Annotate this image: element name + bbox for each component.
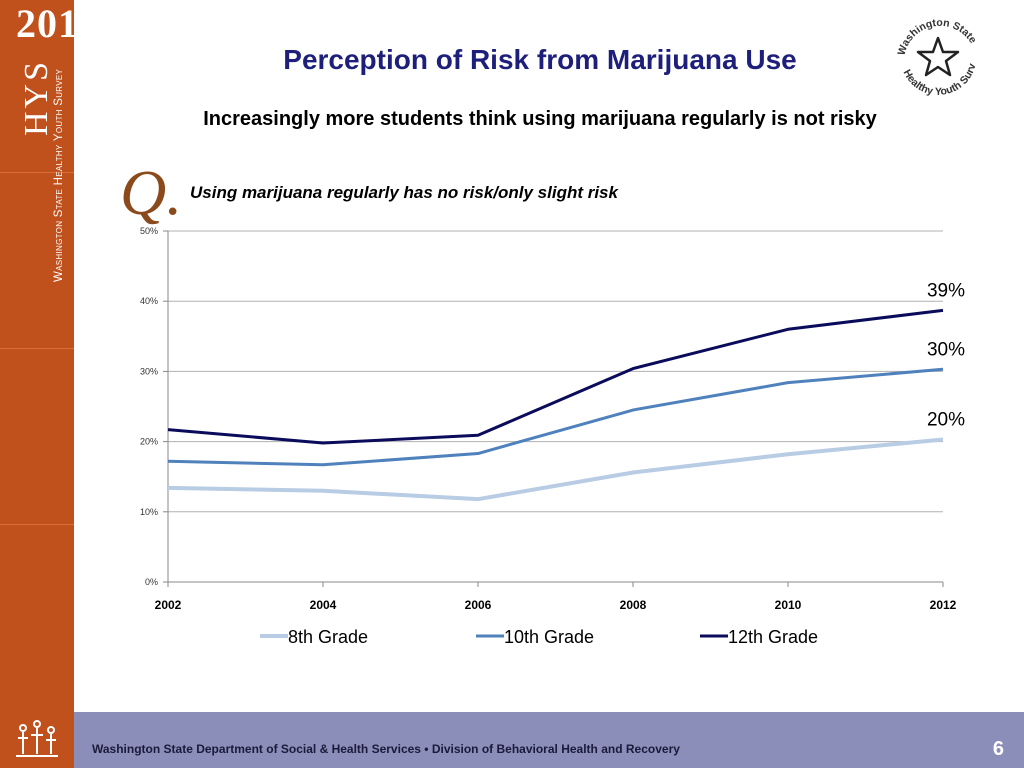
y-tick-label: 10% bbox=[140, 507, 158, 517]
survey-question: Using marijuana regularly has no risk/on… bbox=[190, 183, 618, 202]
footer-logo-block bbox=[0, 712, 74, 768]
series-line-3 bbox=[167, 308, 944, 445]
logo-text-top: Washington State bbox=[896, 17, 979, 57]
sidebar: 2012 HYS Washington State Healthy Youth … bbox=[0, 0, 99, 713]
legend-label: 10th Grade bbox=[504, 627, 594, 647]
sidebar-survey-name: Washington State Healthy Youth Survey bbox=[53, 68, 65, 282]
svg-text:Washington State: Washington State bbox=[896, 17, 979, 57]
line-chart: 0% 10% 20% 30% 40% 50% 2002 2004 2006 2008 2010 201… bbox=[140, 226, 965, 647]
data-label: 20% bbox=[927, 409, 965, 430]
page-number: 6 bbox=[992, 738, 1004, 760]
y-tick-label: 0% bbox=[145, 577, 158, 587]
x-tick-label: 2012 bbox=[930, 598, 957, 612]
y-tick-label: 20% bbox=[140, 437, 158, 447]
x-tick-label: 2008 bbox=[620, 598, 647, 612]
legend-label: 8th Grade bbox=[288, 627, 368, 647]
x-tick-label: 2004 bbox=[310, 598, 337, 612]
sidebar-block bbox=[0, 525, 74, 713]
footer-text: Washington State Department of Social & … bbox=[92, 742, 680, 756]
series-line-1 bbox=[167, 437, 944, 502]
y-tick-label: 40% bbox=[140, 296, 158, 306]
series-line-2 bbox=[167, 367, 944, 467]
survey-logo: Washington State Healthy Youth Survey bbox=[888, 10, 979, 98]
sidebar-block bbox=[0, 349, 74, 525]
y-tick-label: 30% bbox=[140, 366, 158, 376]
x-tick-label: 2010 bbox=[775, 598, 802, 612]
x-tick-label: 2006 bbox=[465, 598, 492, 612]
data-label: 39% bbox=[927, 280, 965, 301]
sidebar-year: 2012 bbox=[16, 1, 100, 46]
sidebar-block bbox=[0, 173, 74, 349]
sidebar-acronym: HYS bbox=[18, 58, 55, 136]
page-title: Perception of Risk from Marijuana Use bbox=[283, 44, 797, 75]
people-icon bbox=[16, 720, 58, 757]
sidebar-block bbox=[0, 0, 74, 173]
star-icon bbox=[916, 36, 960, 77]
page-subtitle: Increasingly more students think using m… bbox=[203, 108, 877, 130]
legend-label: 12th Grade bbox=[728, 627, 818, 647]
x-tick-label: 2002 bbox=[155, 598, 182, 612]
footer: Washington State Department of Social & … bbox=[0, 712, 1024, 768]
data-label: 30% bbox=[927, 339, 965, 360]
y-tick-label: 50% bbox=[140, 226, 158, 236]
question-mark-logo: Q. bbox=[120, 157, 183, 228]
